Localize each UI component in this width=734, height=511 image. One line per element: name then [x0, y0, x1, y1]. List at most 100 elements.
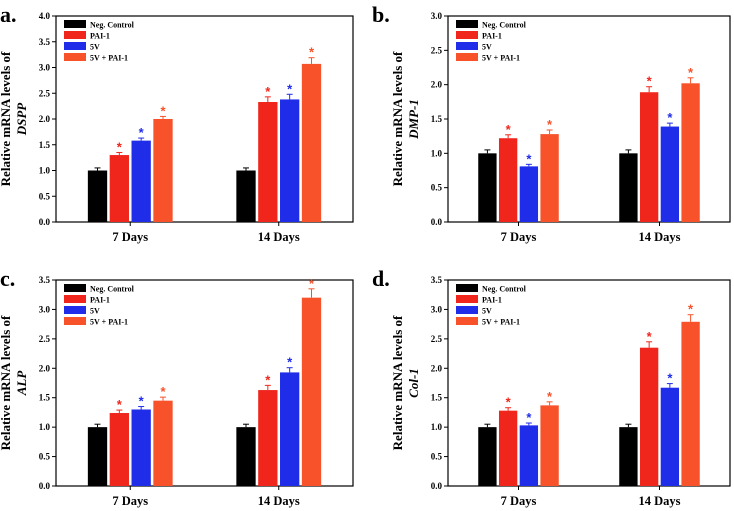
bar-neg-control-7-days [87, 170, 108, 222]
y-tick-label: 1.5 [39, 393, 51, 403]
bar-5v-7-days [519, 166, 539, 222]
significance-star: * [506, 395, 512, 410]
bar-5v-14-days [280, 99, 300, 222]
plot-frame [447, 15, 731, 223]
legend: Neg. Control PAI-1 5V 5V + PAI-1 [456, 20, 527, 63]
significance-star: * [688, 65, 694, 80]
legend-label: PAI-1 [482, 296, 502, 305]
legend-swatch [456, 295, 478, 303]
y-tick-label: 2.5 [431, 45, 443, 55]
legend-label: PAI-1 [90, 32, 110, 41]
significance-star: * [160, 384, 166, 399]
y-tick-label: 3.5 [39, 37, 51, 47]
legend-swatch [456, 317, 478, 325]
y-tick-label: 2.0 [431, 80, 443, 90]
significance-star: * [265, 372, 271, 387]
legend: Neg. Control PAI-1 5V 5V + PAI-1 [64, 284, 135, 327]
bar-neg-control-7-days [478, 153, 497, 222]
legend-label: Neg. Control [482, 21, 527, 30]
y-tick-label: 2.5 [431, 334, 443, 344]
panel-label: a. [0, 2, 17, 27]
bar-pai-1-14-days [258, 102, 278, 222]
panel-label: b. [372, 2, 390, 27]
bar-5v-7-days [131, 140, 151, 222]
legend-label: 5V + PAI-1 [482, 54, 520, 63]
y-axis-title: Relative mRNA levels of [0, 51, 13, 186]
significance-star: * [667, 110, 673, 125]
legend-label: PAI-1 [90, 296, 110, 305]
y-tick-label: 2.0 [431, 363, 443, 373]
legend-label: 5V + PAI-1 [90, 318, 128, 327]
y-axis-title: Relative mRNA levels of [390, 315, 405, 450]
y-tick-label: 1.0 [431, 148, 443, 158]
bar-5v-pai-1-14-days [301, 63, 322, 222]
x-tick-label: 14 Days [638, 230, 680, 244]
legend-swatch [64, 284, 86, 292]
bar-5v-7-days [519, 425, 539, 486]
legend-swatch [456, 20, 478, 28]
bar-pai-1-14-days [639, 347, 659, 486]
y-axis-label: Relative mRNA levels of Col-1 [390, 315, 421, 450]
legend-label: 5V [90, 307, 100, 316]
y-tick-label: 1.5 [39, 140, 51, 150]
plot-frame [55, 15, 354, 223]
legend-swatch [456, 53, 478, 61]
y-axis-gene: Col-1 [406, 368, 421, 398]
significance-star: * [526, 410, 532, 425]
y-tick-label: 3.5 [431, 275, 443, 285]
bar-neg-control-14-days [619, 153, 638, 222]
significance-star: * [526, 151, 532, 166]
bar-neg-control-14-days [236, 427, 256, 486]
bar-5v-pai-1-7-days [540, 134, 559, 222]
significance-star: * [117, 139, 123, 154]
bar-neg-control-7-days [478, 427, 497, 486]
bar-5v-pai-1-7-days [153, 400, 173, 486]
y-tick-label: 3.0 [431, 11, 443, 21]
y-tick-label: 2.5 [39, 88, 51, 98]
bar-pai-1-14-days [639, 92, 659, 222]
significance-star: * [139, 125, 145, 140]
significance-star: * [287, 81, 293, 96]
y-tick-label: 2.0 [39, 114, 51, 124]
x-tick-label: 7 Days [112, 230, 148, 244]
x-tick-label: 7 Days [112, 494, 148, 508]
y-tick-label: 1.5 [431, 114, 443, 124]
significance-star: * [117, 397, 123, 412]
legend-swatch [64, 317, 86, 325]
bar-pai-1-7-days [498, 410, 518, 486]
bar-neg-control-14-days [619, 427, 638, 486]
plot-frame [55, 279, 354, 487]
y-axis-title: Relative mRNA levels of [390, 51, 405, 186]
chart-panel-4: d.Relative mRNA levels of Col-10.00.51.01… [372, 266, 731, 508]
legend-label: PAI-1 [482, 32, 502, 41]
bar-5v-pai-1-7-days [153, 119, 173, 222]
significance-star: * [309, 276, 315, 291]
y-tick-label: 1.0 [39, 422, 51, 432]
y-tick-label: 0.0 [431, 481, 443, 491]
legend-swatch [64, 42, 86, 50]
legend-label: 5V + PAI-1 [90, 54, 128, 63]
panel-label: c. [0, 266, 15, 291]
bar-pai-1-7-days [109, 413, 129, 486]
bar-pai-1-7-days [109, 155, 129, 222]
legend-label: Neg. Control [90, 21, 135, 30]
legend-swatch [456, 42, 478, 50]
y-tick-label: 0.5 [431, 452, 443, 462]
y-tick-label: 0.0 [39, 481, 51, 491]
legend: Neg. Control PAI-1 5V 5V + PAI-1 [456, 284, 527, 327]
legend-label: 5V + PAI-1 [482, 318, 520, 327]
significance-star: * [506, 122, 512, 137]
legend: Neg. Control PAI-1 5V 5V + PAI-1 [64, 20, 135, 63]
legend-swatch [64, 295, 86, 303]
x-tick-label: 14 Days [638, 494, 680, 508]
bar-5v-pai-1-7-days [540, 405, 559, 486]
significance-star: * [688, 302, 694, 317]
bar-5v-14-days [660, 387, 680, 486]
y-tick-label: 3.0 [39, 304, 51, 314]
significance-star: * [309, 45, 315, 60]
significance-star: * [547, 117, 553, 132]
